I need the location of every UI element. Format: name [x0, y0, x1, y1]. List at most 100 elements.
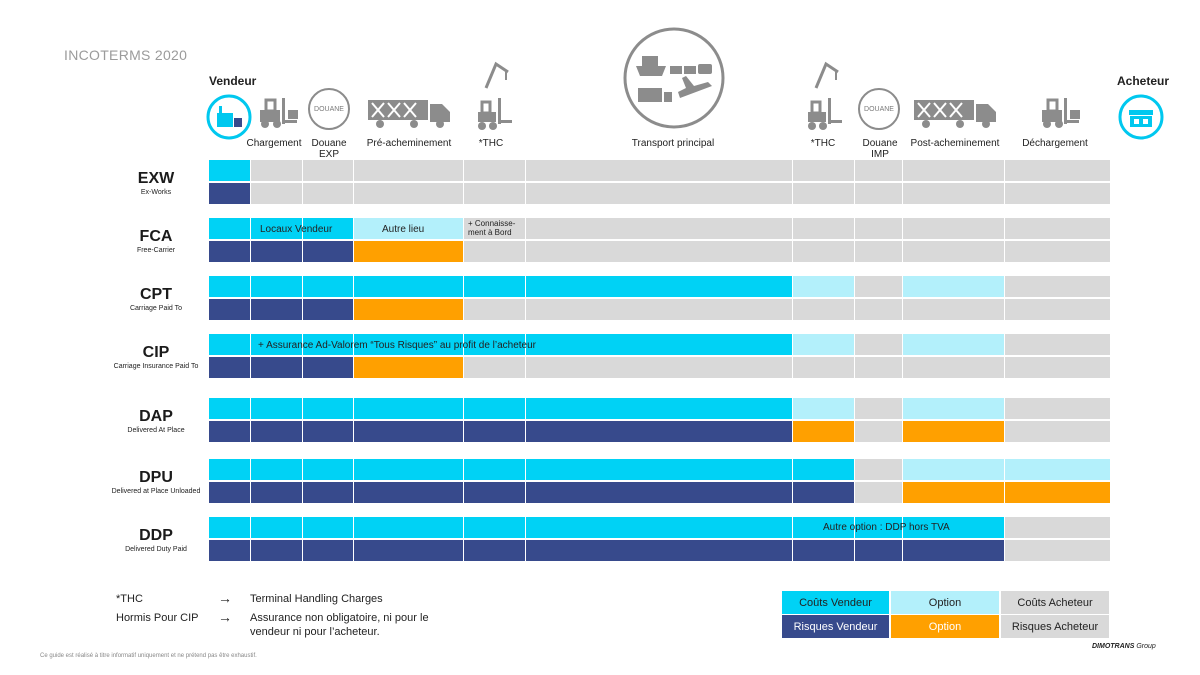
cost-cell	[354, 160, 463, 181]
arrow-right-icon: →	[218, 609, 232, 625]
note-cip-key: Hormis Pour CIP	[116, 612, 199, 624]
cost-cell	[526, 160, 792, 181]
risk-cell	[526, 482, 792, 503]
term-code: DPU	[139, 469, 173, 486]
risk-cell	[903, 421, 1004, 442]
risk-cell	[855, 357, 902, 378]
risk-cell	[209, 241, 250, 262]
cost-cell	[526, 276, 792, 297]
factory-icon	[206, 94, 252, 140]
risk-cell	[354, 357, 463, 378]
cost-cell	[251, 398, 302, 419]
cost-cell	[209, 398, 250, 419]
risk-cell	[354, 482, 463, 503]
cost-cell	[1005, 459, 1110, 480]
cost-cell	[209, 517, 250, 538]
stage-label: Douane EXP	[311, 138, 347, 160]
term-code: DDP	[139, 527, 173, 544]
risk-cell	[251, 241, 302, 262]
cost-cell	[855, 160, 902, 181]
risk-cell	[251, 357, 302, 378]
legend-buyer-costs: Coûts Acheteur	[1001, 591, 1109, 614]
disclaimer: Ce guide est réalisé à titre informatif …	[40, 653, 257, 659]
legend-option-risk: Option	[891, 615, 999, 638]
cost-cell	[793, 459, 854, 480]
cost-cell	[464, 218, 525, 239]
cost-cell	[209, 276, 250, 297]
risk-cell	[793, 357, 854, 378]
risk-cell	[1005, 241, 1110, 262]
note-thc-key: *THC	[116, 593, 143, 605]
risk-cell	[526, 241, 792, 262]
risk-cell	[526, 183, 792, 204]
risk-cell	[251, 299, 302, 320]
cost-cell	[303, 517, 353, 538]
cost-cell	[251, 459, 302, 480]
cost-cell	[464, 398, 525, 419]
cost-cell	[1005, 276, 1110, 297]
risk-cell	[1005, 299, 1110, 320]
risk-cell	[251, 183, 302, 204]
customs-exp-icon: DOUANE	[308, 88, 350, 130]
brand-logo: DIMOTRANS Group	[1092, 643, 1156, 650]
stage-label: Douane IMP	[862, 138, 898, 160]
cost-cell	[1005, 398, 1110, 419]
cost-cell	[303, 160, 353, 181]
risk-cell	[793, 482, 854, 503]
risk-cell	[209, 540, 250, 561]
risk-cell	[903, 540, 1004, 561]
cost-cell	[793, 517, 854, 538]
risk-cell	[354, 183, 463, 204]
risk-cell	[1005, 482, 1110, 503]
cost-cell	[303, 276, 353, 297]
seller-label: Vendeur	[209, 74, 257, 88]
risk-cell	[793, 241, 854, 262]
stage-label: Déchargement	[1022, 138, 1088, 149]
brand-suffix: Group	[1136, 643, 1156, 650]
cost-cell	[793, 334, 854, 355]
cost-cell	[464, 459, 525, 480]
risk-cell	[793, 421, 854, 442]
risk-cell	[1005, 357, 1110, 378]
cost-cell	[903, 459, 1004, 480]
cost-cell	[793, 276, 854, 297]
risk-cell	[303, 183, 353, 204]
cost-cell	[303, 398, 353, 419]
term-name: Carriage Paid To	[129, 305, 182, 312]
term-name: Free-Carrier	[136, 247, 176, 254]
risk-cell	[855, 482, 902, 503]
cost-cell	[303, 218, 353, 239]
note-thc-text: Terminal Handling Charges	[250, 593, 383, 605]
risk-cell	[354, 241, 463, 262]
risk-cell	[209, 357, 250, 378]
cost-cell	[793, 218, 854, 239]
cost-cell	[303, 459, 353, 480]
risk-cell	[464, 421, 525, 442]
risk-cell	[793, 299, 854, 320]
risk-cell	[464, 482, 525, 503]
risk-cell	[1005, 540, 1110, 561]
cost-cell	[464, 334, 525, 355]
shop-icon	[1118, 94, 1164, 140]
legend-seller-costs: Coûts Vendeur	[782, 591, 889, 614]
cost-cell	[354, 218, 463, 239]
risk-cell	[251, 421, 302, 442]
cost-cell	[251, 276, 302, 297]
risk-cell	[903, 183, 1004, 204]
risk-cell	[209, 299, 250, 320]
term-code: FCA	[139, 228, 173, 245]
risk-cell	[303, 421, 353, 442]
risk-cell	[303, 540, 353, 561]
term-code: EXW	[137, 170, 175, 187]
risk-cell	[855, 540, 902, 561]
risk-cell	[526, 357, 792, 378]
risk-cell	[526, 421, 792, 442]
cost-cell	[251, 334, 302, 355]
term-name: Delivered at Place Unloaded	[111, 488, 201, 495]
risk-cell	[464, 299, 525, 320]
risk-cell	[1005, 421, 1110, 442]
cost-cell	[464, 160, 525, 181]
fca-bl-label: + Connaisse-ment à Bord	[468, 219, 516, 237]
cost-cell	[1005, 160, 1110, 181]
risk-cell	[793, 540, 854, 561]
